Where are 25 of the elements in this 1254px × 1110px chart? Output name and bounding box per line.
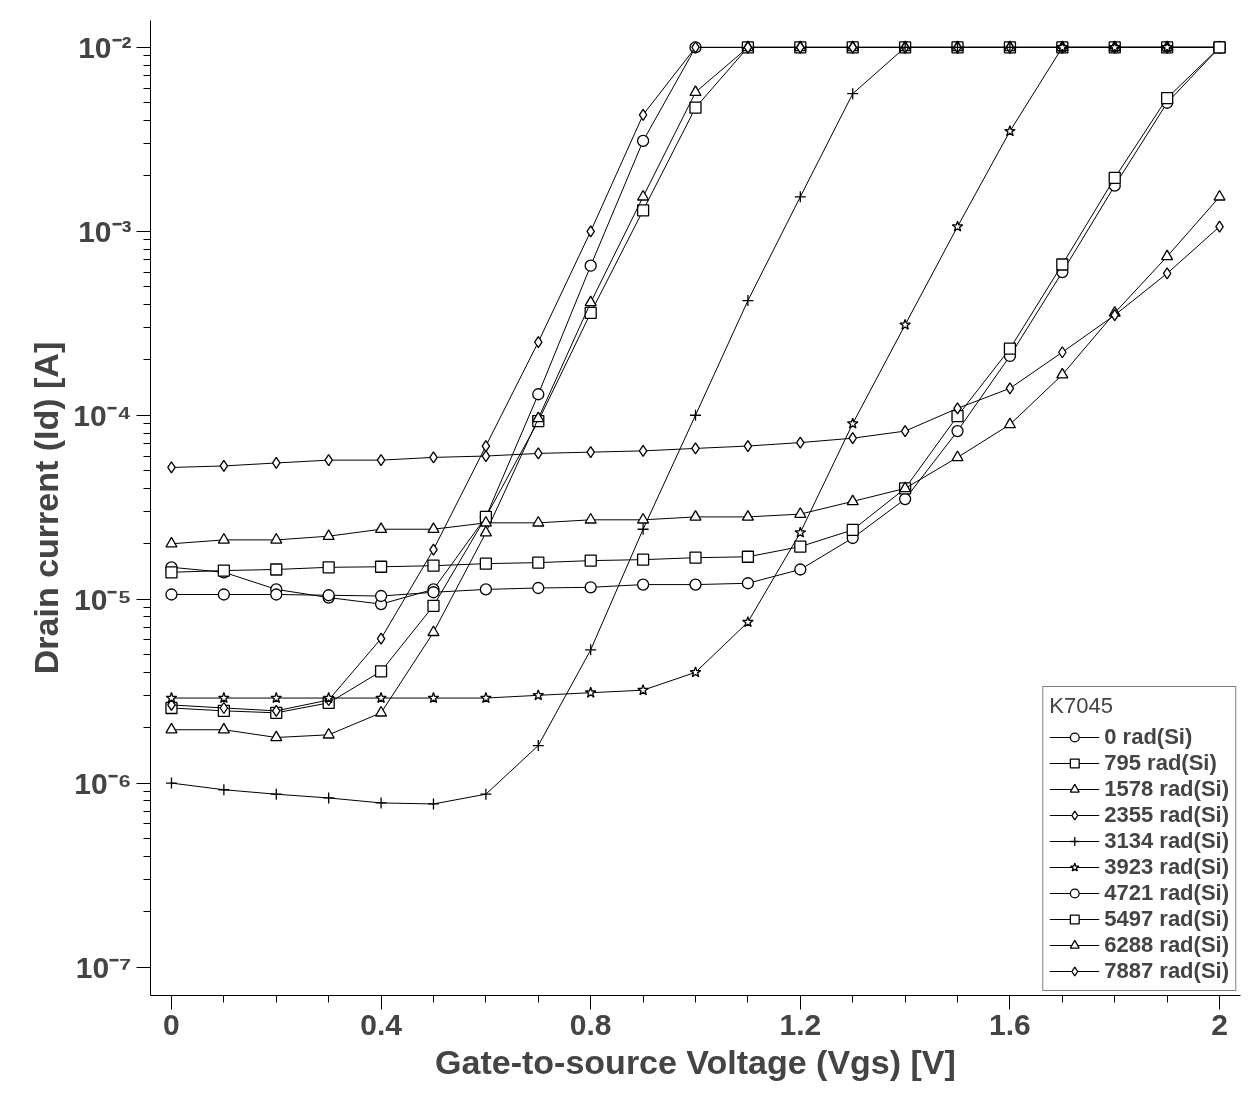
y-tick-label: 10⁻⁶ bbox=[74, 766, 132, 800]
y-tick-label: 10⁻³ bbox=[78, 214, 132, 248]
legend-label: 1578 rad(Si) bbox=[1104, 776, 1229, 802]
y-axis-title: Drain current (Id) [A] bbox=[27, 341, 66, 675]
y-tick-label: 10⁻⁷ bbox=[75, 950, 132, 984]
legend-label: 0 rad(Si) bbox=[1104, 724, 1193, 750]
legend-label: 5497 rad(Si) bbox=[1104, 906, 1229, 932]
y-tick-label: 10⁻² bbox=[78, 30, 132, 64]
legend-label: 2355 rad(Si) bbox=[1104, 802, 1229, 828]
x-tick-label: 1.6 bbox=[989, 1007, 1031, 1041]
y-tick-label: 10⁻⁵ bbox=[74, 582, 132, 616]
legend-label: 7887 rad(Si) bbox=[1104, 958, 1229, 984]
legend-label: 4721 rad(Si) bbox=[1104, 880, 1229, 906]
legend-label: 6288 rad(Si) bbox=[1104, 932, 1229, 958]
x-tick-label: 0.8 bbox=[569, 1007, 612, 1041]
x-axis-title: Gate-to-source Voltage (Vgs) [V] bbox=[435, 1042, 956, 1081]
x-tick-label: 1.2 bbox=[779, 1007, 822, 1041]
x-tick-label: 0 bbox=[163, 1007, 180, 1041]
x-tick-label: 0.4 bbox=[360, 1007, 403, 1041]
x-tick-label: 2 bbox=[1211, 1007, 1228, 1041]
legend-label: 3923 rad(Si) bbox=[1104, 854, 1229, 880]
legend-label: 3134 rad(Si) bbox=[1104, 828, 1229, 854]
y-tick-label: 10⁻⁴ bbox=[73, 398, 132, 432]
legend-title: K7045 bbox=[1049, 693, 1114, 719]
legend-label: 795 rad(Si) bbox=[1104, 750, 1217, 776]
